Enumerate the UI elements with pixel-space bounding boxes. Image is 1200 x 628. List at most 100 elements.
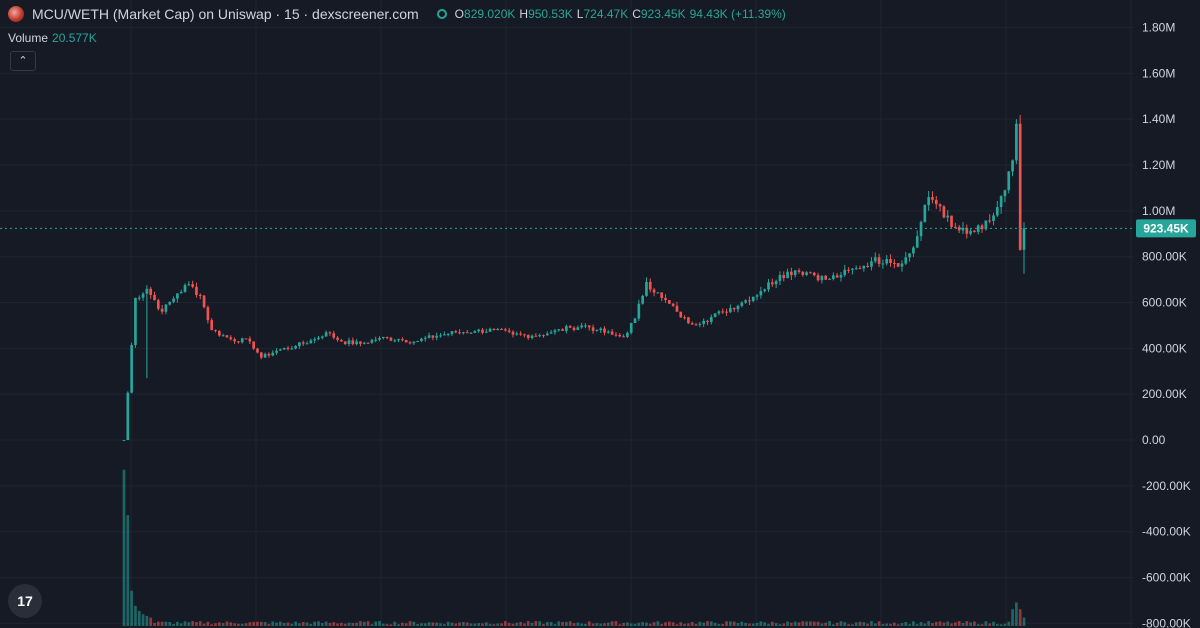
candle-body xyxy=(713,313,717,317)
candle-body xyxy=(988,220,992,222)
volume-bar xyxy=(359,621,362,626)
volume-bar xyxy=(282,622,286,626)
volume-bar xyxy=(706,621,709,626)
candle-body xyxy=(1015,123,1018,161)
volume-bar xyxy=(313,621,317,626)
volume-bar xyxy=(385,623,389,626)
volume-bar xyxy=(172,623,175,626)
candle-body xyxy=(481,329,484,333)
volume-bar xyxy=(927,621,930,626)
candle-body xyxy=(145,288,149,294)
candle-body xyxy=(877,257,881,264)
volume-bar xyxy=(976,624,980,626)
candle-body xyxy=(866,265,869,267)
volume-bar xyxy=(580,623,583,626)
volume-value: 20.577K xyxy=(52,31,97,45)
candle-body xyxy=(637,303,641,319)
candle-body xyxy=(473,331,477,333)
volume-bar xyxy=(130,590,133,626)
candle-body xyxy=(168,301,172,305)
price-tick-label: 0.00 xyxy=(1142,433,1166,447)
candle-body xyxy=(229,337,233,340)
volume-bar xyxy=(545,621,549,626)
volume-bar xyxy=(572,623,576,626)
chart-legend: MCU/WETH (Market Cap) on Uniswap · 15 · … xyxy=(8,6,786,22)
volume-bar xyxy=(366,621,370,626)
volume-bar xyxy=(942,622,946,626)
volume-bar xyxy=(309,623,313,626)
candle-body xyxy=(156,300,160,309)
candle-body xyxy=(389,337,393,341)
volume-bar xyxy=(839,621,843,626)
price-tick-label: -400.00K xyxy=(1142,525,1191,539)
candle-body xyxy=(652,289,656,293)
candle-body xyxy=(812,272,816,276)
candle-body xyxy=(282,348,286,350)
candle-body xyxy=(256,348,259,353)
volume-bar xyxy=(622,622,625,626)
volume-bar xyxy=(481,623,484,626)
candle-body xyxy=(496,329,500,331)
candle-body xyxy=(183,285,187,292)
candle-body xyxy=(545,333,549,336)
candle-body xyxy=(401,339,404,341)
volume-bar xyxy=(469,623,473,626)
volume-bar xyxy=(606,622,610,626)
volume-bar xyxy=(225,621,229,626)
volume-bar xyxy=(946,621,950,626)
volume-bar xyxy=(317,621,320,626)
volume-bar xyxy=(587,621,591,626)
volume-bar xyxy=(156,621,160,626)
candle-body xyxy=(576,327,580,330)
volume-bar xyxy=(889,623,892,626)
candle-body xyxy=(755,295,759,297)
candle-body xyxy=(294,346,297,349)
candle-body xyxy=(687,317,690,324)
candle-body xyxy=(420,338,423,341)
volume-bar xyxy=(420,623,423,626)
volume-bar xyxy=(511,623,515,626)
volume-bar xyxy=(370,624,374,626)
candle-body xyxy=(995,207,999,216)
volume-bar xyxy=(988,623,992,626)
volume-bar xyxy=(828,621,831,626)
candle-body xyxy=(801,271,805,275)
volume-bar xyxy=(973,621,976,626)
volume-bar xyxy=(1015,602,1018,626)
candle-body xyxy=(778,275,782,281)
volume-bar xyxy=(404,623,408,626)
candle-body xyxy=(172,298,175,302)
token-logo xyxy=(8,6,24,22)
candle-body xyxy=(378,338,381,340)
candle-body xyxy=(984,220,988,230)
candle-body xyxy=(797,270,801,272)
volume-bar xyxy=(397,624,400,626)
volume-bar xyxy=(950,623,953,626)
candle-body xyxy=(904,257,908,264)
candle-body xyxy=(694,324,698,326)
candle-body xyxy=(534,335,538,337)
candle-body xyxy=(221,335,225,337)
volume-bar xyxy=(553,624,557,626)
volume-bar xyxy=(465,622,469,626)
high-value: 950.53K xyxy=(528,7,573,21)
price-tick-label: 400.00K xyxy=(1142,341,1187,355)
candle-body xyxy=(530,335,534,339)
volume-bar xyxy=(496,623,500,626)
volume-bar xyxy=(504,621,507,626)
volume-bar xyxy=(626,622,629,626)
volume-bar xyxy=(259,621,263,626)
candle-body xyxy=(912,247,915,254)
volume-bar xyxy=(1003,623,1007,626)
candle-body xyxy=(336,337,339,340)
volume-bar xyxy=(809,621,812,626)
candle-body xyxy=(267,353,271,356)
volume-bar xyxy=(698,621,702,626)
candle-body xyxy=(271,352,275,356)
volume-bar xyxy=(729,621,732,626)
collapse-legend-button[interactable]: ⌃ xyxy=(10,51,36,71)
volume-bar xyxy=(416,623,419,626)
price-tick-label: 600.00K xyxy=(1142,296,1187,310)
volume-bar xyxy=(736,623,740,626)
